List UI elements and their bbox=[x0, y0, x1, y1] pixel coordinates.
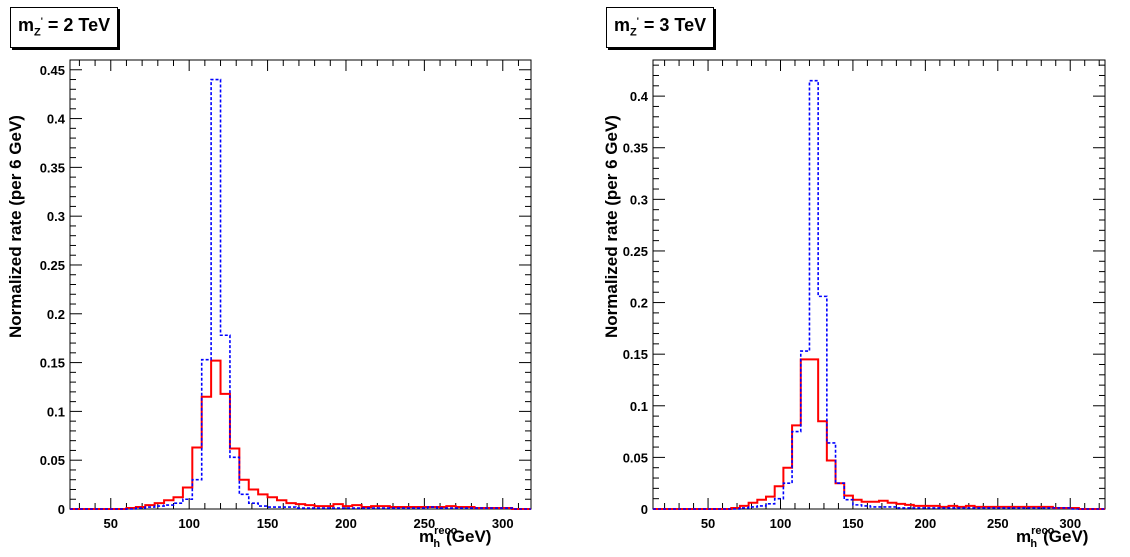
right-x-axis-label: mrecoh (GeV) bbox=[1016, 525, 1089, 550]
x-tick-label: 50 bbox=[104, 516, 118, 531]
y-tick-label: 0.3 bbox=[47, 209, 65, 224]
x-tick-label: 100 bbox=[178, 516, 200, 531]
x-tick-label: 300 bbox=[492, 516, 514, 531]
histogram-dotted-blue bbox=[70, 78, 531, 510]
histogram-solid-red bbox=[70, 359, 531, 510]
x-tick-label: 100 bbox=[770, 516, 792, 531]
histogram-dotted-blue bbox=[653, 79, 1105, 510]
y-tick-label: 0.15 bbox=[623, 347, 648, 362]
x-tick-label: 300 bbox=[1059, 516, 1081, 531]
y-tick-label: 0.35 bbox=[40, 160, 65, 175]
x-tick-label: 50 bbox=[701, 516, 715, 531]
y-tick-label: 0.4 bbox=[630, 89, 649, 104]
y-tick-label: 0.25 bbox=[623, 244, 648, 259]
y-tick-label: 0.2 bbox=[630, 296, 648, 311]
x-tick-label: 200 bbox=[335, 516, 357, 531]
x-tick-label: 250 bbox=[987, 516, 1009, 531]
x-tick-label: 150 bbox=[257, 516, 279, 531]
y-tick-label: 0.2 bbox=[47, 307, 65, 322]
y-tick-label: 0.4 bbox=[47, 112, 66, 127]
x-tick-label: 250 bbox=[414, 516, 436, 531]
right-y-axis-label: Normalized rate (per 6 GeV) bbox=[602, 115, 621, 338]
y-tick-label: 0.45 bbox=[40, 63, 65, 78]
left-y-axis-label: Normalized rate (per 6 GeV) bbox=[6, 115, 25, 338]
right-plot-panel: 50 100 150 200 250 300 0 0.05 0.1 0.15 0.2 0.25 0.3 0… bbox=[623, 59, 1106, 531]
y-tick-label: 0 bbox=[641, 502, 648, 517]
x-tick-label: 150 bbox=[842, 516, 864, 531]
left-plot-panel: 50 100 150 200 250 300 0 0.05 0.1 0.15 0.2 0.25 0.3 0… bbox=[40, 59, 532, 531]
right-panel-title: mZ' = 3 TeV bbox=[606, 7, 715, 48]
y-tick-label: 0 bbox=[58, 502, 65, 517]
left-x-axis-label: mrecoh (GeV) bbox=[419, 525, 492, 550]
y-tick-label: 0.1 bbox=[630, 399, 648, 414]
left-panel-title: mZ' = 2 TeV bbox=[10, 7, 119, 48]
histogram-solid-red bbox=[653, 358, 1105, 510]
y-tick-label: 0.25 bbox=[40, 258, 65, 273]
y-tick-label: 0.15 bbox=[40, 356, 65, 371]
plot-frame bbox=[69, 59, 532, 510]
y-tick-label: 0.35 bbox=[623, 141, 648, 156]
y-tick-label: 0.3 bbox=[630, 192, 648, 207]
y-tick-label: 0.1 bbox=[47, 404, 65, 419]
plot-frame bbox=[652, 59, 1106, 510]
x-tick-label: 200 bbox=[915, 516, 937, 531]
y-tick-label: 0.05 bbox=[40, 453, 65, 468]
y-tick-label: 0.05 bbox=[623, 450, 648, 465]
